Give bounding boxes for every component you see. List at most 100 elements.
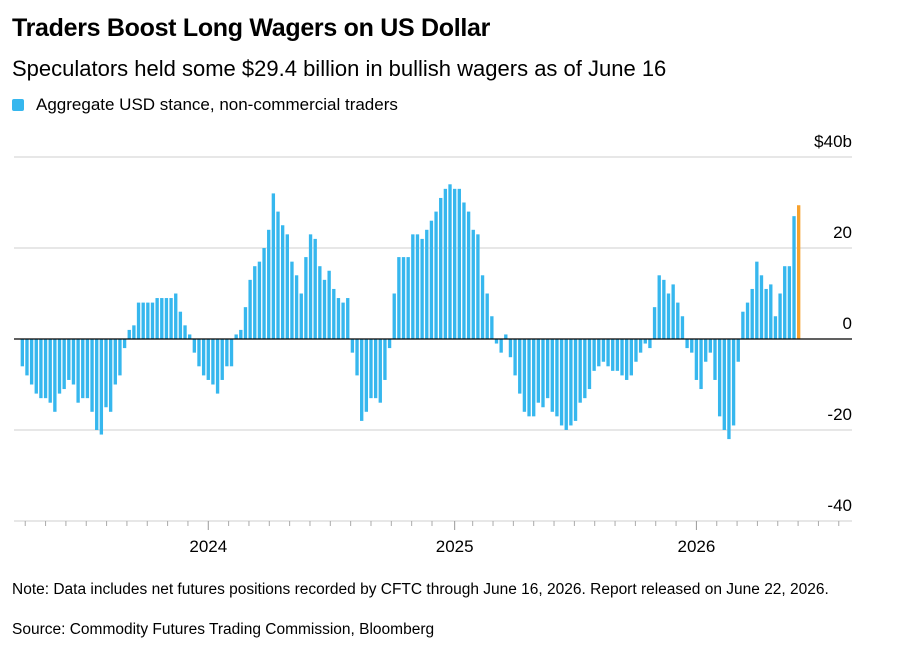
- bar: [731, 339, 736, 426]
- bar: [662, 279, 666, 339]
- bar: [690, 339, 694, 353]
- bar: [750, 288, 754, 339]
- bar: [587, 339, 592, 390]
- bar: [220, 339, 224, 380]
- bar: [90, 339, 94, 412]
- bar: [383, 339, 387, 380]
- bar: [550, 339, 554, 412]
- bar: [355, 339, 359, 376]
- bar: [336, 298, 341, 339]
- chart-subtitle: Speculators held some $29.4 billion in b…: [12, 56, 667, 81]
- bar: [499, 339, 503, 353]
- bar: [429, 220, 434, 339]
- bar: [448, 184, 452, 339]
- bar: [578, 339, 582, 403]
- bar: [53, 339, 57, 412]
- bar: [146, 302, 150, 339]
- y-tick-label: 20: [833, 223, 852, 242]
- legend-label: Aggregate USD stance, non-commercial tra…: [36, 95, 398, 114]
- bar: [522, 339, 527, 412]
- bar: [694, 339, 699, 380]
- bar: [113, 339, 117, 385]
- bar: [713, 339, 717, 380]
- bar: [108, 339, 113, 412]
- bar: [420, 238, 424, 339]
- bar: [736, 339, 740, 362]
- bar: [685, 339, 689, 349]
- x-tick-label: 2026: [677, 537, 715, 556]
- bar: [318, 266, 322, 339]
- bar: [43, 339, 48, 399]
- bar: [643, 339, 647, 344]
- bar: [759, 275, 764, 339]
- bar: [671, 284, 675, 339]
- bar: [34, 339, 38, 394]
- bar: [229, 339, 234, 367]
- bar: [745, 302, 750, 339]
- bar: [597, 339, 601, 367]
- bar: [518, 339, 522, 394]
- bar: [443, 188, 448, 339]
- bar: [657, 275, 661, 339]
- bar: [513, 339, 517, 376]
- chart-title: Traders Boost Long Wagers on US Dollar: [12, 14, 491, 42]
- bar: [634, 339, 638, 362]
- bar: [676, 302, 680, 339]
- bar: [169, 298, 173, 339]
- bar: [764, 288, 768, 339]
- bar: [243, 307, 248, 339]
- bar: [722, 339, 726, 430]
- bar: [332, 288, 336, 339]
- bar: [755, 261, 759, 339]
- bar: [415, 234, 420, 339]
- bar: [215, 339, 220, 394]
- bar: [350, 339, 355, 353]
- bar: [239, 329, 243, 339]
- bar: [364, 339, 369, 412]
- bar: [601, 339, 606, 362]
- bar: [452, 188, 457, 339]
- bar: [267, 229, 271, 339]
- bar: [411, 234, 415, 339]
- bar: [555, 339, 559, 417]
- bar: [299, 293, 303, 339]
- bar: [536, 339, 541, 403]
- source: Source: Commodity Futures Trading Commis…: [12, 621, 435, 638]
- bar: [20, 339, 24, 367]
- bar: [294, 275, 299, 339]
- bar: [606, 339, 610, 367]
- bar: [466, 211, 471, 339]
- bar: [192, 339, 197, 353]
- bar: [178, 311, 183, 339]
- bar: [81, 339, 85, 399]
- bar: [797, 205, 801, 339]
- bar: [304, 257, 308, 339]
- bar: [425, 229, 429, 339]
- bar: [490, 316, 494, 339]
- bar: [457, 188, 461, 339]
- bar: [341, 302, 345, 339]
- bar: [717, 339, 722, 417]
- bar: [439, 197, 443, 339]
- bar: [225, 339, 229, 367]
- bar: [313, 238, 317, 339]
- bar: [462, 202, 466, 339]
- y-tick-label: -20: [827, 405, 852, 424]
- y-tick-label: 0: [843, 314, 852, 333]
- bar: [615, 339, 620, 371]
- bar: [346, 298, 350, 339]
- bar: [248, 279, 252, 339]
- bar: [369, 339, 373, 399]
- bar: [387, 339, 392, 349]
- bar: [583, 339, 587, 399]
- bar: [787, 266, 792, 339]
- bar: [290, 261, 294, 339]
- bar: [508, 339, 513, 358]
- bar: [504, 334, 508, 339]
- bar: [476, 234, 480, 339]
- bar: [136, 302, 141, 339]
- y-tick-label: $40b: [814, 132, 852, 151]
- bar: [197, 339, 201, 367]
- bar: [127, 329, 131, 339]
- bar: [397, 257, 401, 339]
